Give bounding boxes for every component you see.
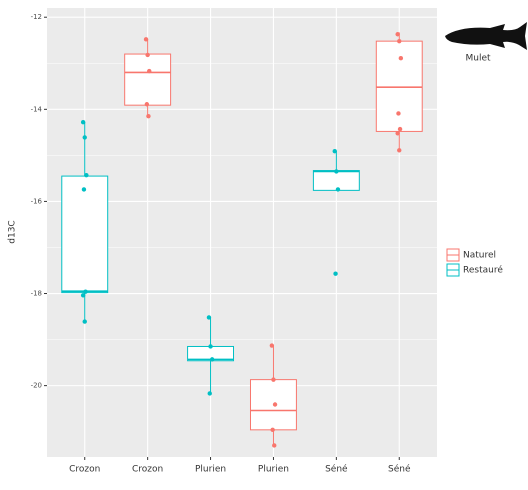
box [124,53,172,106]
point [144,102,150,107]
point [206,315,212,320]
x-tick-label: Séné [388,464,411,475]
point [395,32,400,37]
legend-label: Naturel [463,251,496,261]
y-tick-label: -12 [31,13,42,21]
y-tick-label: -14 [31,105,43,113]
y-tick-label: -16 [31,197,43,205]
y-tick-label: -18 [31,290,42,298]
x-tick-label: Plurien [195,465,226,475]
point [272,443,277,448]
x-tick-label: Crozon [132,465,163,475]
point [146,114,151,119]
point [143,37,149,42]
point [398,55,404,61]
point [335,187,341,192]
point [395,131,400,136]
point [84,172,89,178]
box [375,40,423,132]
point [82,319,87,324]
point [81,187,87,192]
point [271,377,276,382]
point [272,402,278,407]
point [397,38,402,44]
y-axis-label: d13C [8,220,18,243]
point [208,344,213,349]
point [80,293,86,298]
point [145,52,150,58]
point [334,169,339,174]
fish-icon [445,22,527,50]
point [207,391,212,396]
legend-label: Restauré [463,265,503,276]
plot-panel [47,8,437,457]
point [83,289,88,294]
x-tick-label: Crozon [69,465,100,475]
point [396,111,401,116]
x-tick-label: Plurien [258,465,289,475]
point [397,126,403,132]
point [397,148,402,153]
point [82,135,87,140]
annotation: Mulet [465,54,491,64]
y-tick-label: -20 [31,382,42,390]
point [269,343,275,348]
point [270,427,275,433]
point [332,149,337,154]
point [147,68,152,74]
box [61,175,109,294]
point [80,120,86,125]
point [209,357,215,362]
x-tick-label: Séné [325,464,348,475]
point [333,271,338,276]
